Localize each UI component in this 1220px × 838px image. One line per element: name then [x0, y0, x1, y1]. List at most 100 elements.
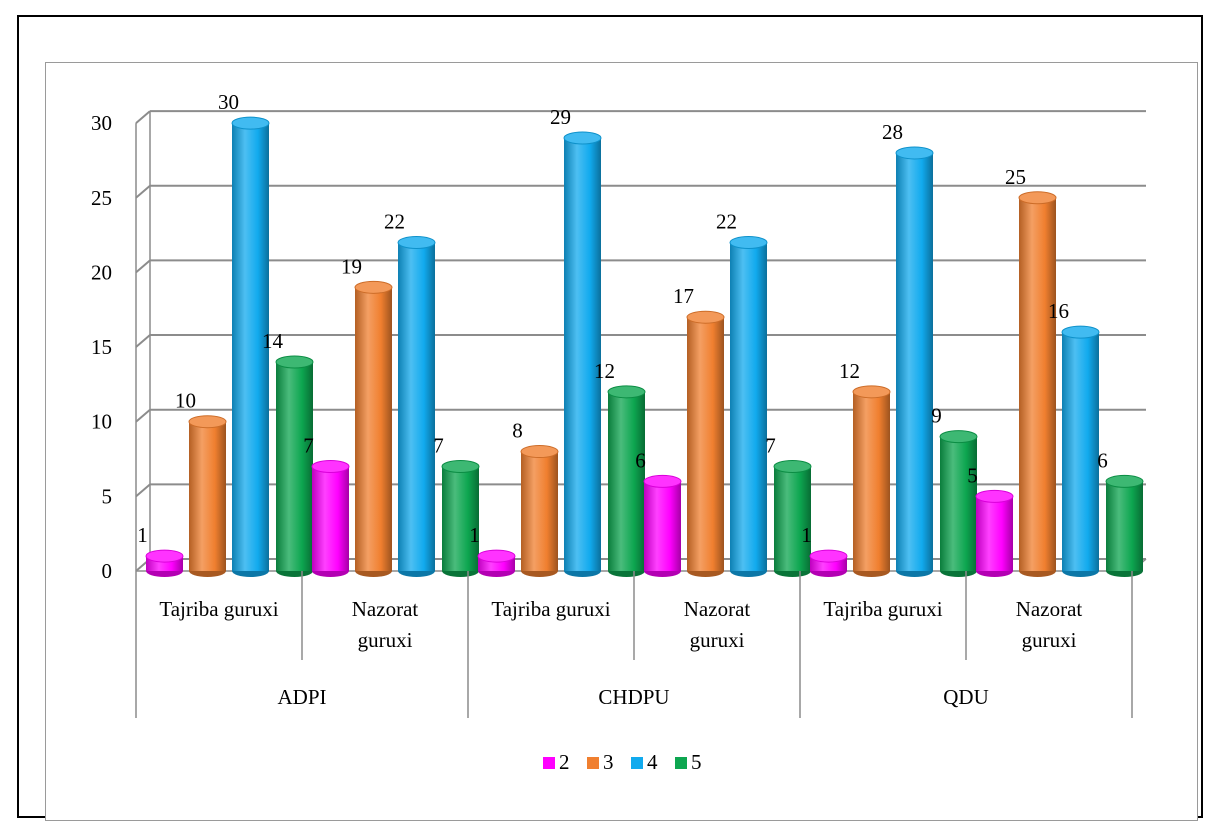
data-label: 29 — [550, 105, 571, 129]
y-tick-label: 20 — [91, 260, 112, 284]
bar-top — [729, 236, 768, 250]
bar — [729, 236, 768, 577]
bar-top — [354, 280, 393, 294]
bar — [1105, 474, 1144, 577]
data-label: 12 — [594, 359, 615, 383]
group-label: ADPI — [277, 685, 326, 709]
category-label: Tajriba guruxi — [159, 597, 278, 621]
bar-top — [1061, 325, 1100, 339]
bar — [686, 310, 725, 577]
bar — [643, 474, 682, 577]
bar — [1061, 325, 1100, 577]
category-label: Nazorat guruxi — [1016, 597, 1083, 652]
data-label: 19 — [341, 254, 362, 278]
legend-swatch — [587, 757, 599, 769]
bar-top — [477, 549, 516, 563]
data-label: 22 — [384, 210, 405, 234]
bar-front — [521, 451, 558, 571]
bar-front — [1062, 332, 1099, 571]
bar — [809, 549, 848, 577]
bar-front — [189, 421, 226, 571]
y-tick-label: 30 — [91, 111, 112, 135]
group-label: QDU — [943, 685, 989, 709]
bar-front — [608, 391, 645, 571]
bar — [607, 385, 646, 577]
legend-swatch — [675, 757, 687, 769]
bar-top — [397, 236, 436, 250]
bar-top — [1018, 191, 1057, 205]
bar-front — [853, 391, 890, 571]
bar-front — [730, 242, 767, 572]
data-label: 17 — [673, 284, 694, 308]
bar-front — [398, 242, 435, 572]
bar — [773, 459, 812, 577]
group-label: CHDPU — [598, 685, 669, 709]
bar — [441, 459, 480, 577]
category-label: Tajriba guruxi — [823, 597, 942, 621]
data-label: 16 — [1048, 299, 1069, 323]
bar-front — [687, 317, 724, 571]
data-label: 10 — [175, 389, 196, 413]
bar — [477, 549, 516, 577]
data-label: 30 — [218, 90, 239, 114]
legend-swatch — [543, 757, 555, 769]
bar-front — [1106, 481, 1143, 571]
data-label: 6 — [635, 448, 646, 472]
bar-front — [276, 361, 313, 571]
y-tick-label: 25 — [91, 186, 112, 210]
data-label: 7 — [303, 433, 314, 457]
bar-top — [275, 355, 314, 369]
bar — [275, 355, 314, 577]
bar-top — [231, 116, 270, 130]
bar — [354, 280, 393, 577]
data-label: 1 — [801, 523, 812, 547]
category-label: Nazorat guruxi — [352, 597, 419, 652]
bar — [311, 459, 350, 577]
bar-top — [520, 445, 559, 459]
category-label: Tajriba guruxi — [491, 597, 610, 621]
bar-front — [312, 466, 349, 571]
bar-top — [852, 385, 891, 399]
bar — [188, 415, 227, 577]
legend-label: 5 — [691, 750, 702, 774]
bar-front — [232, 123, 269, 571]
bar-front — [442, 466, 479, 571]
bar-top — [311, 459, 350, 473]
bar-top — [607, 385, 646, 399]
bar — [563, 131, 602, 577]
bars-layer — [145, 116, 1144, 577]
bar-front — [896, 152, 933, 571]
bar-top — [686, 310, 725, 324]
bar — [231, 116, 270, 577]
category-axis: Tajriba guruxi Nazorat guruxi Tajriba gurux… — [135, 571, 1133, 718]
bar-top — [975, 489, 1014, 503]
bar — [397, 236, 436, 577]
gridline-edge — [135, 334, 151, 348]
legend-label: 3 — [603, 750, 614, 774]
data-label: 6 — [1097, 448, 1108, 472]
data-label: 5 — [967, 463, 978, 487]
legend-label: 4 — [647, 750, 658, 774]
data-label: 25 — [1005, 165, 1026, 189]
bar — [895, 146, 934, 577]
bar-top — [939, 430, 978, 444]
bar-top — [809, 549, 848, 563]
legend-label: 2 — [559, 750, 570, 774]
bar-front — [774, 466, 811, 571]
bar-front — [564, 138, 601, 571]
bar — [939, 430, 978, 577]
bar-top — [895, 146, 934, 160]
bar-top — [563, 131, 602, 145]
bar — [975, 489, 1014, 577]
gridline-edge — [135, 110, 151, 124]
legend: 2 3 4 5 — [543, 750, 702, 774]
data-label: 7 — [765, 433, 776, 457]
data-label: 8 — [512, 419, 523, 443]
data-label: 12 — [839, 359, 860, 383]
y-tick-label: 10 — [91, 410, 112, 434]
gridline-edge — [135, 259, 151, 274]
data-label: 1 — [469, 523, 480, 547]
bar — [145, 549, 184, 577]
